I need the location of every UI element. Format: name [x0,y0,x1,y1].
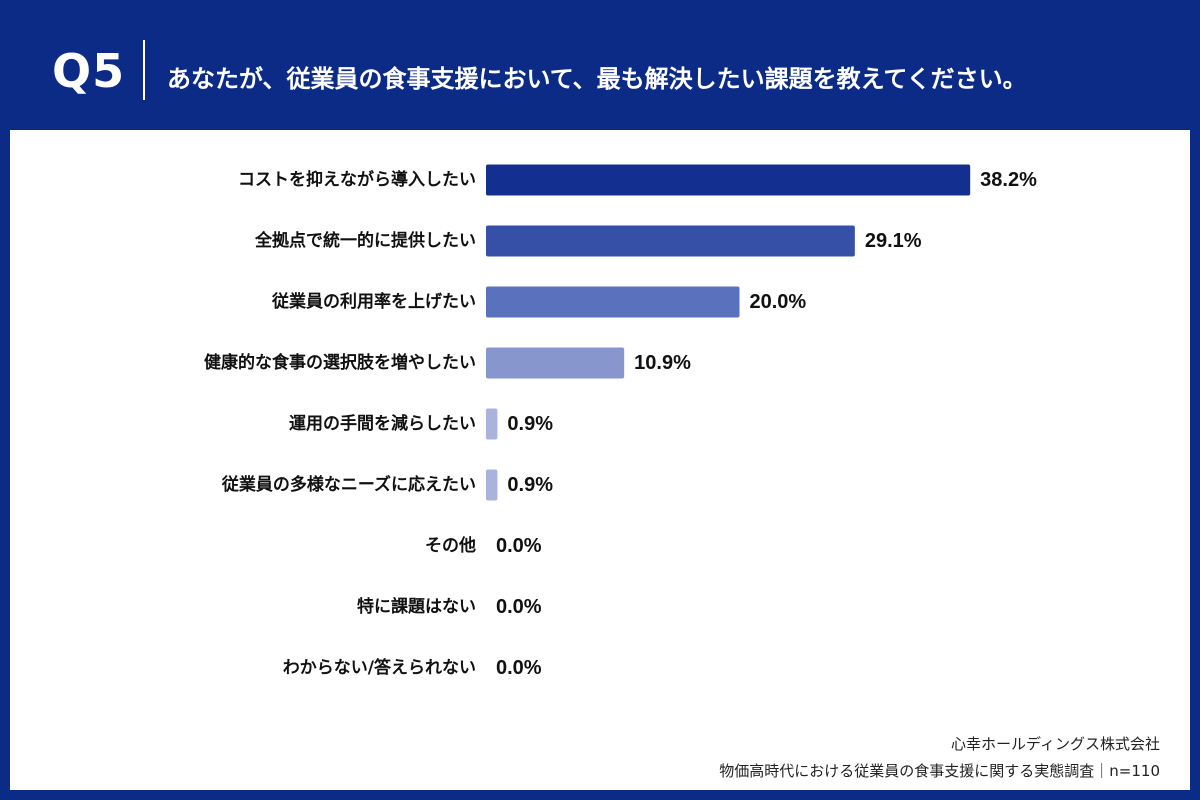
question-number: Q5 [52,44,126,98]
bar [486,469,498,501]
bar [486,164,971,196]
footer-organization: 心幸ホールディングス株式会社 [951,735,1160,753]
category-label: 従業員の多様なニーズに応えたい [221,474,476,495]
category-label: わからない/答えられない [283,657,476,678]
bar [486,347,625,379]
category-label: 運用の手間を減らしたい [289,413,476,434]
bar [486,225,855,257]
value-label: 0.9% [507,413,553,435]
header-divider [143,40,145,100]
bar [486,286,740,318]
category-label: 全拠点で統一的に提供したい [254,230,476,251]
value-label: 38.2% [980,169,1037,191]
category-label: 特に課題はない [357,596,476,617]
category-label: コストを抑えながら導入したい [238,169,476,190]
bar-chart: コストを抑えながら導入したい 38.2% 全拠点で統一的に提供したい 29.1% 従業員… [204,164,1037,679]
value-label: 0.9% [507,474,553,496]
footer-source: 物価高時代における従業員の食事支援に関する実態調査｜n=110 [719,762,1160,780]
value-label: 29.1% [865,230,922,252]
value-label: 20.0% [750,291,807,313]
value-label: 10.9% [634,352,691,374]
category-label: 従業員の利用率を上げたい [271,291,476,312]
header: Q5 あなたが、従業員の食事支援において、最も解決したい課題を教えてください。 [0,0,1200,130]
value-label: 0.0% [496,535,542,557]
bar [486,408,498,440]
category-label: その他 [425,535,476,556]
question-text: あなたが、従業員の食事支援において、最も解決したい課題を教えてください。 [167,65,1027,93]
chart-panel: コストを抑えながら導入したい 38.2% 全拠点で統一的に提供したい 29.1% 従業員… [10,130,1190,790]
value-label: 0.0% [496,596,542,618]
value-label: 0.0% [496,657,542,679]
category-label: 健康的な食事の選択肢を増やしたい [204,352,476,373]
